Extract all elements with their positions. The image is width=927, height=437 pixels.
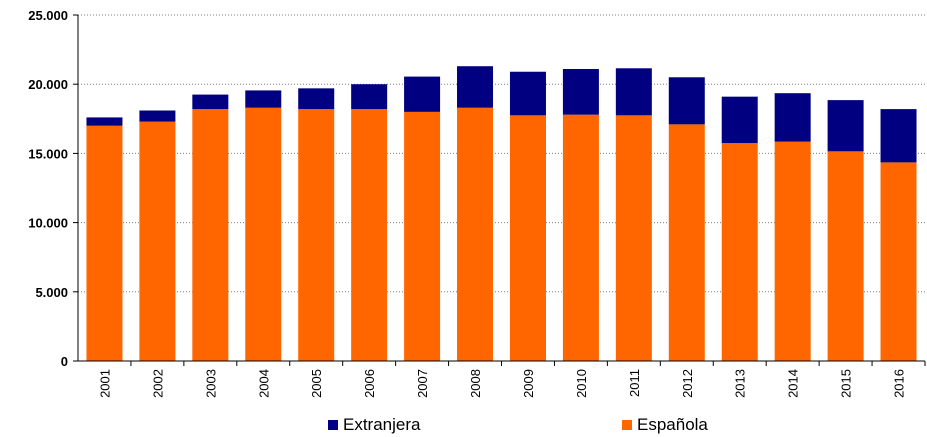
bar-espanola-2004 xyxy=(245,107,282,361)
x-tick-label: 2010 xyxy=(574,369,589,398)
bar-espanola-2014 xyxy=(774,141,811,361)
bar-espanola-2009 xyxy=(509,115,546,361)
bar-espanola-2006 xyxy=(351,109,388,361)
bar-espanola-2008 xyxy=(457,107,494,361)
bar-extranjera-2003 xyxy=(192,94,229,110)
y-tick-label: 25.000 xyxy=(28,8,68,23)
x-tick-label: 2012 xyxy=(680,369,695,398)
y-tick-label: 10.000 xyxy=(28,216,68,231)
x-tick-label: 2003 xyxy=(203,369,218,398)
bar-espanola-2003 xyxy=(192,109,229,361)
y-axis: 0 5.000 10.000 15.000 20.000 25.000 xyxy=(28,8,79,369)
y-tick-label: 0 xyxy=(61,354,68,369)
bar-extranjera-2011 xyxy=(615,68,652,116)
bar-extranjera-2002 xyxy=(139,110,176,122)
y-tick-label: 20.000 xyxy=(28,77,68,92)
x-tick-label: 2011 xyxy=(627,369,642,397)
x-tick-label: 2005 xyxy=(309,369,324,398)
bar-espanola-2001 xyxy=(86,125,123,361)
x-tick-label: 2015 xyxy=(839,369,854,398)
x-tick-label: 2009 xyxy=(521,369,536,398)
bar-extranjera-2007 xyxy=(404,76,441,112)
legend-swatch xyxy=(328,420,338,430)
bar-extranjera-2015 xyxy=(827,100,864,152)
y-tick-label: 15.000 xyxy=(28,146,68,161)
bar-espanola-2016 xyxy=(880,162,917,361)
x-tick-label: 2008 xyxy=(468,369,483,398)
bars xyxy=(86,66,917,362)
bar-espanola-2002 xyxy=(139,121,176,361)
x-tick-label: 2014 xyxy=(786,369,801,398)
bar-extranjera-2014 xyxy=(774,93,811,142)
bar-espanola-2011 xyxy=(615,115,652,361)
x-tick-label: 2013 xyxy=(733,369,748,398)
bar-extranjera-2001 xyxy=(86,117,123,126)
bar-espanola-2012 xyxy=(668,124,705,361)
bar-extranjera-2010 xyxy=(562,68,599,115)
bar-extranjera-2016 xyxy=(880,109,917,163)
bar-extranjera-2004 xyxy=(245,90,282,108)
x-axis: 2001 2002 2003 2004 2005 2006 2007 2008 2009 2010… xyxy=(78,360,926,398)
y-tick-label: 5.000 xyxy=(35,285,68,300)
bar-extranjera-2009 xyxy=(509,71,546,116)
bar-espanola-2007 xyxy=(404,111,441,361)
bar-extranjera-2013 xyxy=(721,96,758,144)
x-tick-label: 2016 xyxy=(892,369,907,398)
x-tick-label: 2006 xyxy=(362,369,377,398)
bar-extranjera-2012 xyxy=(668,77,705,125)
bar-extranjera-2005 xyxy=(298,88,335,110)
legend-swatch xyxy=(622,420,632,430)
x-tick-label: 2002 xyxy=(150,369,165,398)
legend-label: Extranjera xyxy=(343,415,421,434)
bar-espanola-2010 xyxy=(562,114,599,362)
x-tick-label: 2001 xyxy=(97,369,112,398)
x-tick-label: 2004 xyxy=(256,369,271,398)
bar-espanola-2013 xyxy=(721,143,758,361)
bar-espanola-2015 xyxy=(827,151,864,361)
legend: Extranjera Española xyxy=(328,415,708,434)
legend-label: Española xyxy=(637,415,708,434)
x-tick-label: 2007 xyxy=(415,369,430,398)
bar-extranjera-2006 xyxy=(351,84,388,110)
bar-espanola-2005 xyxy=(298,109,335,361)
bar-extranjera-2008 xyxy=(457,66,494,108)
